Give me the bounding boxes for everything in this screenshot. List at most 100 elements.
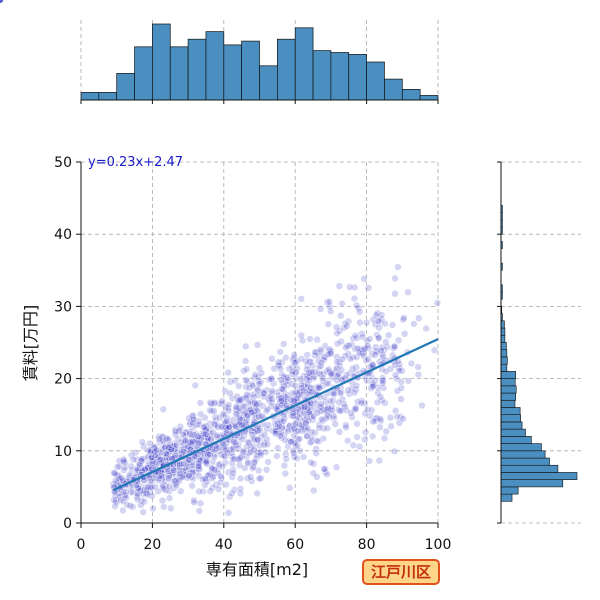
scatter-point [397, 413, 405, 421]
scatter-point [115, 462, 123, 471]
scatter-point [343, 322, 351, 330]
scatter-point [372, 311, 380, 319]
scatter-point [431, 346, 439, 354]
scatter-point [222, 403, 230, 412]
scatter-point [307, 459, 315, 467]
scatter-point [315, 363, 323, 371]
scatter-point [229, 469, 237, 477]
scatter-point [280, 414, 289, 422]
y-hist-bar [500, 486, 519, 495]
x-hist-bar [134, 46, 153, 101]
scatter-point [293, 357, 301, 365]
scatter-point [202, 426, 210, 434]
scatter-point [277, 434, 286, 442]
scatter-point [230, 486, 239, 494]
scatter-point [390, 447, 399, 456]
scatter-point [336, 389, 344, 397]
scatter-point [350, 295, 359, 303]
scatter-point [173, 481, 181, 490]
scatter-point [254, 373, 263, 381]
scatter-point [120, 456, 128, 464]
scatter-point [376, 423, 384, 431]
scatter-point [127, 462, 135, 470]
scatter-point [245, 439, 253, 447]
scatter-point [310, 487, 318, 495]
scatter-point [284, 374, 292, 382]
x-hist-bar [116, 73, 135, 101]
scatter-point [138, 455, 146, 463]
scatter-point [361, 435, 369, 444]
scatter-point [292, 442, 300, 450]
scatter-point [251, 371, 260, 379]
scatter-point [189, 419, 197, 427]
y-hist-bar [500, 385, 517, 394]
scatter-point [232, 403, 240, 411]
y-marginal-histogram [497, 161, 581, 524]
scatter-point [342, 371, 351, 379]
scatter-point [373, 309, 382, 317]
scatter-point [215, 485, 223, 493]
scatter-point [111, 469, 119, 477]
scatter-point [344, 437, 352, 445]
scatter-point [328, 406, 336, 415]
scatter-point [248, 380, 256, 389]
scatter-point [404, 377, 413, 385]
scatter-point [300, 409, 308, 417]
scatter-point [395, 367, 403, 375]
scatter-point [176, 423, 184, 431]
scatter-point [288, 370, 296, 378]
scatter-point [317, 305, 325, 313]
scatter-point [195, 420, 203, 429]
scatter-point [119, 506, 127, 515]
scatter-point [242, 357, 250, 365]
scatter-point [117, 474, 125, 482]
scatter-point [199, 475, 207, 484]
y-hist-bar [500, 450, 546, 459]
scatter-point [268, 395, 276, 403]
scatter-point [195, 487, 203, 496]
scatter-point [194, 432, 202, 441]
scatter-point [134, 490, 142, 499]
scatter-point [279, 417, 288, 425]
scatter-point [158, 497, 167, 505]
scatter-point [281, 469, 289, 478]
scatter-point [313, 409, 322, 417]
scatter-point [291, 439, 299, 447]
scatter-point [210, 407, 218, 415]
scatter-point [119, 497, 128, 506]
scatter-point [278, 385, 286, 393]
scatter-point [298, 427, 306, 435]
scatter-point [294, 427, 302, 435]
y-tick-label: 0 [63, 516, 72, 532]
scatter-point [327, 307, 335, 315]
scatter-point [290, 449, 298, 457]
scatter-point [323, 424, 332, 432]
scatter-point [201, 414, 209, 422]
scatter-point [170, 466, 178, 474]
scatter-point [333, 376, 341, 385]
scatter-point [179, 473, 187, 481]
scatter-point [226, 378, 235, 386]
scatter-point [251, 428, 259, 436]
scatter-point [210, 400, 218, 408]
scatter-point [129, 456, 138, 464]
scatter-point [172, 441, 181, 449]
scatter-point [208, 474, 217, 483]
scatter-point [186, 428, 194, 436]
scatter-point [332, 323, 341, 331]
regression-equation: y=0.23x+2.47 [88, 155, 183, 170]
scatter-point [315, 384, 323, 392]
scatter-point [364, 284, 373, 292]
scatter-point [258, 412, 266, 420]
y-hist-bar [500, 493, 513, 502]
scatter-point [351, 332, 359, 340]
scatter-point [333, 329, 341, 337]
scatter-point [288, 425, 296, 434]
scatter-point [177, 487, 185, 495]
y-hist-bar [500, 436, 532, 444]
scatter-point [338, 300, 346, 308]
scatter-point [391, 274, 399, 283]
scatter-point [284, 442, 292, 451]
scatter-point [313, 437, 321, 445]
main-axes [76, 161, 439, 528]
